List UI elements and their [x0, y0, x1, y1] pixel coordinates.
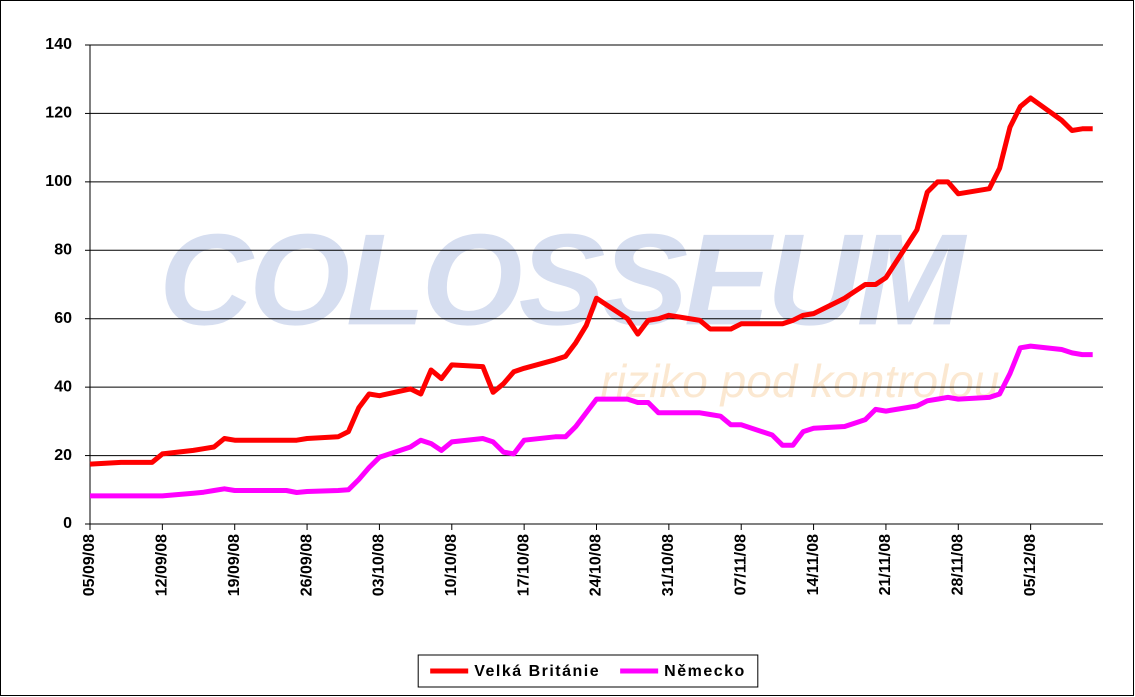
x-tick-label: 24/10/08 — [588, 534, 605, 596]
y-tick-label: 140 — [45, 36, 72, 53]
legend: Velká Británie Německo — [417, 654, 759, 688]
y-tick-label: 120 — [45, 105, 72, 122]
y-tick-label: 0 — [63, 515, 72, 532]
y-tick-label: 40 — [54, 378, 72, 395]
x-tick-label: 28/11/08 — [950, 534, 967, 596]
x-tick-label: 12/09/08 — [154, 534, 171, 596]
y-tick-label: 60 — [54, 310, 72, 327]
x-tick-label: 03/10/08 — [371, 534, 388, 596]
y-tick-label: 100 — [45, 173, 72, 190]
x-tick-label: 17/10/08 — [515, 534, 532, 596]
legend-label: Velká Británie — [474, 663, 600, 680]
y-tick-label: 80 — [54, 242, 72, 259]
x-tick-label: 31/10/08 — [660, 534, 677, 596]
legend-label: Německo — [664, 663, 746, 680]
watermark: COLOSSEUM — [159, 206, 968, 352]
legend-box — [417, 654, 759, 688]
x-tick-label: 21/11/08 — [877, 534, 894, 596]
x-tick-label: 14/11/08 — [805, 534, 822, 596]
x-tick-label: 05/12/08 — [1022, 534, 1039, 596]
x-tick-label: 19/09/08 — [226, 534, 243, 596]
x-tick-label: 05/09/08 — [81, 534, 98, 596]
series-line — [89, 95, 1093, 467]
x-tick-label: 26/09/08 — [298, 534, 315, 596]
series-line — [90, 343, 1093, 499]
x-tick-label: 10/10/08 — [443, 534, 460, 596]
y-tick-label: 20 — [54, 447, 72, 464]
x-tick-label: 07/11/08 — [732, 534, 749, 596]
